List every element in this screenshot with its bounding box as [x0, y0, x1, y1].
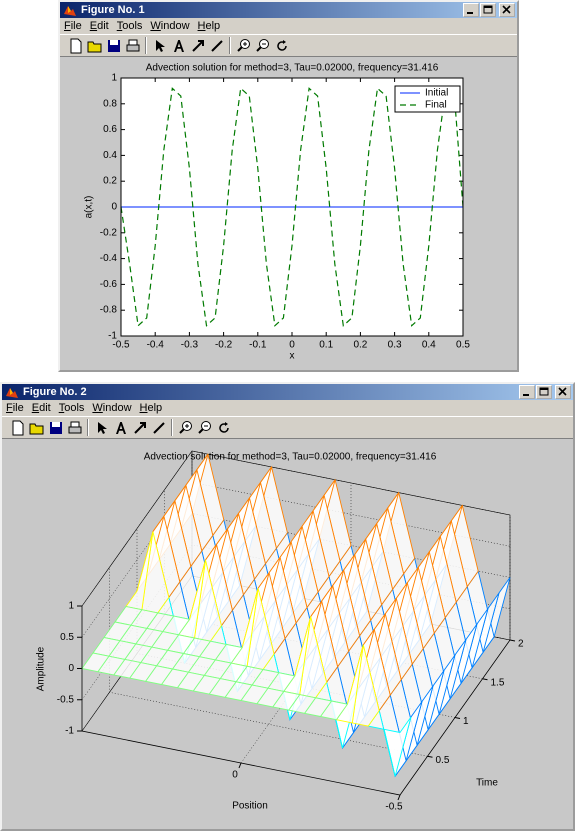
window-title: Figure No. 1 [81, 4, 145, 16]
maximize-button[interactable] [536, 385, 552, 399]
toolbar [2, 416, 573, 439]
zoom-in-button[interactable] [234, 36, 253, 55]
menu-item[interactable]: Help [139, 402, 163, 414]
icon [155, 39, 165, 52]
title-bar: Figure No. 2 [2, 384, 573, 400]
text-button[interactable] [169, 36, 188, 55]
rotate-button[interactable] [272, 36, 291, 55]
window-title: Figure No. 2 [23, 386, 87, 398]
minimize-button[interactable] [519, 385, 535, 399]
toolbar [60, 34, 517, 57]
menu-item[interactable]: Edit [31, 402, 51, 414]
arrow-button[interactable] [188, 36, 207, 55]
icon [115, 421, 126, 434]
icon [218, 421, 229, 433]
icon [12, 420, 23, 435]
title-bar: Figure No. 1 [60, 2, 517, 18]
icon [97, 421, 107, 434]
icon [126, 39, 139, 51]
icon [70, 38, 81, 53]
select-button[interactable] [150, 36, 169, 55]
zoom-out-button[interactable] [253, 36, 272, 55]
icon [87, 41, 101, 52]
app-icon [64, 6, 76, 16]
select-button[interactable] [92, 418, 111, 437]
menu-item[interactable]: Help [197, 20, 221, 32]
menu-item[interactable]: File [64, 20, 82, 32]
save-button[interactable] [46, 418, 65, 437]
menu-item[interactable]: File [6, 402, 24, 414]
icon [178, 420, 192, 434]
figure-window: Figure No. 1 File Edit Tools Window Help [58, 0, 519, 372]
icon [29, 423, 43, 434]
figure-body [2, 439, 573, 829]
menu-bar: File Edit Tools Window Help [60, 18, 517, 34]
icon [49, 421, 62, 434]
line-button[interactable] [149, 418, 168, 437]
menu-item[interactable]: Window [150, 20, 190, 32]
toolbar-separator [171, 419, 173, 436]
icon [107, 39, 120, 52]
icon [255, 38, 269, 52]
menu-item[interactable]: Edit [89, 20, 109, 32]
toolbar-separator [87, 419, 89, 436]
maximize-button[interactable] [480, 3, 496, 17]
new-button[interactable] [8, 418, 27, 437]
rotate-button[interactable] [214, 418, 233, 437]
menu-item[interactable]: Tools [58, 402, 85, 414]
zoom-in-button[interactable] [176, 418, 195, 437]
figure-window: Figure No. 2 File Edit Tools Window Help [0, 382, 575, 831]
icon [152, 421, 165, 434]
open-button[interactable] [27, 418, 46, 437]
icon [68, 421, 81, 433]
icon [236, 38, 250, 52]
icon [133, 421, 146, 434]
print-button[interactable] [123, 36, 142, 55]
toolbar-separator [229, 37, 231, 54]
app-icon [6, 388, 18, 398]
menu-item[interactable]: Window [92, 402, 132, 414]
menu-item[interactable]: Tools [116, 20, 143, 32]
arrow-button[interactable] [130, 418, 149, 437]
figure-body [60, 57, 517, 370]
minimize-button[interactable] [463, 3, 479, 17]
zoom-out-button[interactable] [195, 418, 214, 437]
toolbar-separator [145, 37, 147, 54]
icon [191, 39, 204, 52]
icon [276, 39, 287, 51]
line-button[interactable] [207, 36, 226, 55]
print-button[interactable] [65, 418, 84, 437]
open-button[interactable] [85, 36, 104, 55]
close-button[interactable] [499, 3, 515, 17]
menu-bar: File Edit Tools Window Help [2, 400, 573, 416]
close-button[interactable] [555, 385, 571, 399]
new-button[interactable] [66, 36, 85, 55]
icon [173, 39, 184, 52]
save-button[interactable] [104, 36, 123, 55]
text-button[interactable] [111, 418, 130, 437]
icon [210, 39, 223, 52]
icon [197, 420, 211, 434]
